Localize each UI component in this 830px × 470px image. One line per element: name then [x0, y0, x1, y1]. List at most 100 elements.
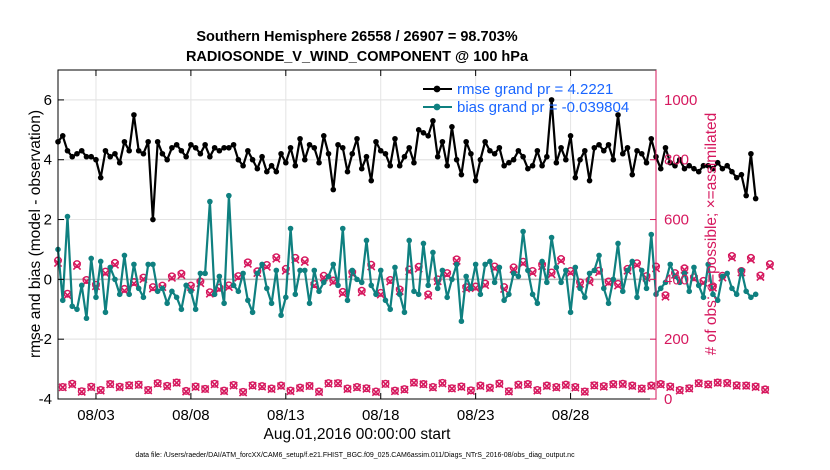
bias-point: [169, 288, 175, 295]
obs-possible-marker: [243, 258, 252, 267]
rmse-point: [430, 118, 436, 124]
bias-point: [496, 264, 503, 271]
obs-possible-marker: [334, 379, 343, 388]
bias-point: [596, 252, 602, 259]
obs-possible-marker: [87, 382, 96, 391]
rmse-point: [453, 156, 460, 163]
legend-bias-label: bias grand pr = -0.039804: [457, 99, 629, 116]
obs-possible-marker: [428, 383, 437, 392]
rmse-point: [657, 165, 664, 172]
rmse-point: [615, 112, 621, 118]
y-axis-right-label: # of obs: o=possible; ×=assimilated: [703, 113, 720, 356]
obs-possible-marker: [110, 258, 119, 267]
obs-possible-marker: [732, 381, 741, 390]
rmse-point: [434, 153, 441, 160]
obs-possible-marker: [685, 384, 694, 393]
rmse-point: [525, 165, 531, 172]
obs-possible-marker: [409, 378, 418, 387]
obs-assimilated-marker: [443, 270, 452, 279]
bias-point: [657, 285, 664, 292]
bias-point: [572, 264, 579, 271]
bias-point: [733, 291, 740, 298]
grid-lines: [58, 70, 656, 400]
obs-possible-marker: [248, 381, 257, 390]
obs-assimilated-marker: [106, 380, 115, 389]
obs-possible-marker: [72, 260, 81, 269]
rmse-point: [387, 162, 394, 169]
rmse-point: [245, 147, 251, 154]
bias-point: [439, 267, 446, 274]
bias-point: [183, 282, 189, 289]
bias-point: [525, 267, 531, 274]
bias-point: [311, 267, 318, 274]
rmse-point: [97, 174, 104, 181]
obs-possible-marker: [466, 386, 475, 395]
obs-possible-marker: [723, 378, 732, 387]
rmse-point: [743, 192, 749, 199]
y-right-tick-label: 200: [664, 331, 689, 348]
obs-assimilated-marker: [561, 381, 570, 390]
bias-point: [382, 297, 389, 304]
y-right-tick-label: 1000: [664, 92, 697, 109]
rmse-point: [335, 141, 341, 148]
bias-point: [173, 294, 180, 301]
y-left-tick-label: 6: [44, 92, 52, 109]
bias-point: [235, 288, 242, 295]
bias-point: [221, 300, 227, 307]
bias-point: [714, 297, 721, 304]
obs-possible-marker: [277, 381, 286, 390]
obs-possible-marker: [599, 382, 608, 391]
obs-possible-marker: [96, 386, 105, 395]
bias-point: [515, 273, 522, 280]
rmse-point: [563, 156, 569, 163]
rmse-point: [572, 174, 579, 181]
rmse-point: [648, 135, 655, 142]
bias-point: [164, 300, 170, 307]
bias-point: [259, 261, 265, 268]
obs-assimilated-marker: [276, 381, 286, 391]
obs-assimilated-marker: [219, 387, 229, 396]
obs-assimilated-marker: [305, 381, 314, 391]
bias-point: [202, 270, 208, 277]
bias-point: [544, 279, 550, 286]
bias-point: [392, 264, 398, 271]
bias-point: [264, 285, 270, 292]
bias-point: [197, 270, 204, 277]
rmse-point: [748, 150, 754, 157]
bias-point: [743, 288, 749, 295]
rmse-point: [591, 144, 598, 151]
rmse-point: [487, 147, 493, 154]
bias-point: [477, 291, 484, 298]
obs-assimilated-marker: [571, 383, 580, 392]
rmse-point: [643, 159, 650, 166]
obs-possible-marker: [343, 384, 352, 393]
bias-point: [335, 282, 341, 289]
obs-assimilated-marker: [96, 386, 105, 395]
rmse-point: [752, 195, 759, 202]
bias-point: [506, 291, 512, 298]
y-left-tick-label: -4: [39, 391, 52, 408]
bias-point: [254, 270, 261, 277]
bias-point: [373, 291, 379, 298]
y-axis-left-label: rmse and bias (model - observation): [27, 110, 44, 358]
rmse-point: [548, 97, 555, 103]
rmse-point: [349, 150, 356, 157]
rmse-point: [197, 150, 204, 157]
rmse-point: [297, 135, 303, 142]
obs-assimilated-marker: [257, 382, 267, 391]
obs-assimilated-marker: [63, 291, 72, 300]
bias-point: [325, 273, 332, 280]
obs-assimilated-marker: [675, 386, 684, 395]
bias-point: [320, 279, 327, 286]
rmse-point: [396, 162, 403, 169]
rmse-point: [705, 162, 712, 169]
rmse-point: [135, 147, 142, 154]
obs-possible-marker: [400, 385, 409, 394]
obs-assimilated-marker: [210, 380, 219, 389]
bias-point: [539, 258, 545, 265]
rmse-point: [496, 144, 503, 151]
rmse-point: [638, 150, 645, 157]
bias-point: [548, 234, 555, 241]
bias-point: [126, 291, 132, 298]
obs-assimilated-marker: [514, 381, 523, 390]
